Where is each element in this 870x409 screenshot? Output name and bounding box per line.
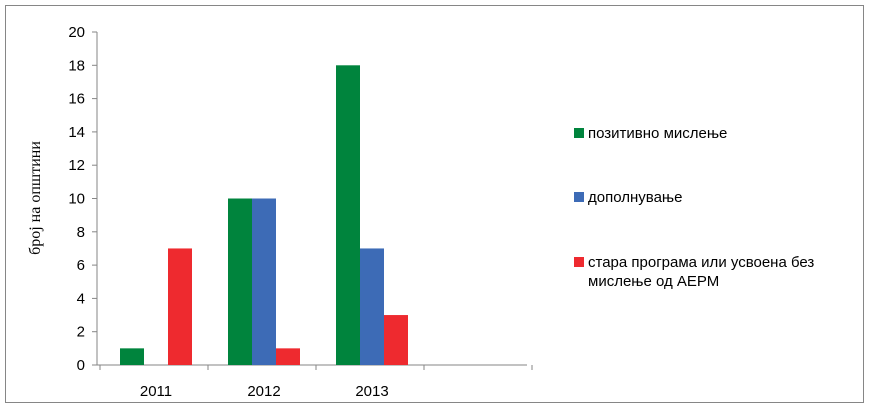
x-tick-label: 2012 (247, 383, 280, 400)
y-tick-label: 0 (77, 357, 85, 374)
bar (360, 248, 384, 365)
y-tick-label: 6 (77, 257, 85, 274)
bar (168, 248, 192, 365)
y-axis-title: број на општини (27, 141, 44, 255)
bar (384, 315, 408, 365)
chart-frame (5, 5, 864, 403)
y-tick-label: 2 (77, 324, 85, 341)
legend-swatch (574, 257, 584, 267)
y-tick-label: 16 (68, 91, 85, 108)
bar (120, 348, 144, 365)
y-tick-label: 14 (68, 124, 85, 141)
plot-area: 0 2 4 6 8 10 12 14 16 18 20 2011 2012 2013 (68, 24, 533, 400)
x-tick-label: 2011 (140, 383, 172, 400)
legend-label: стара програма или усвоена без мислење од… (588, 254, 814, 290)
bar (252, 198, 276, 365)
x-tick-label: 2013 (355, 383, 388, 400)
legend-swatch (574, 192, 584, 202)
y-tick-label: 12 (68, 157, 85, 174)
bar (336, 65, 360, 366)
y-tick-label: 10 (68, 191, 85, 208)
y-tick-label: 8 (77, 224, 85, 241)
legend-label: позитивно мислење (588, 125, 727, 142)
bar (276, 348, 300, 365)
y-tick-label: 18 (68, 57, 85, 74)
legend-swatch (574, 128, 584, 138)
legend-label: дополнување (588, 189, 682, 206)
y-tick-label: 20 (68, 24, 85, 41)
legend: позитивно мислење дополнување стара програ… (574, 125, 814, 290)
bar (228, 198, 252, 365)
y-tick-label: 4 (77, 290, 85, 307)
